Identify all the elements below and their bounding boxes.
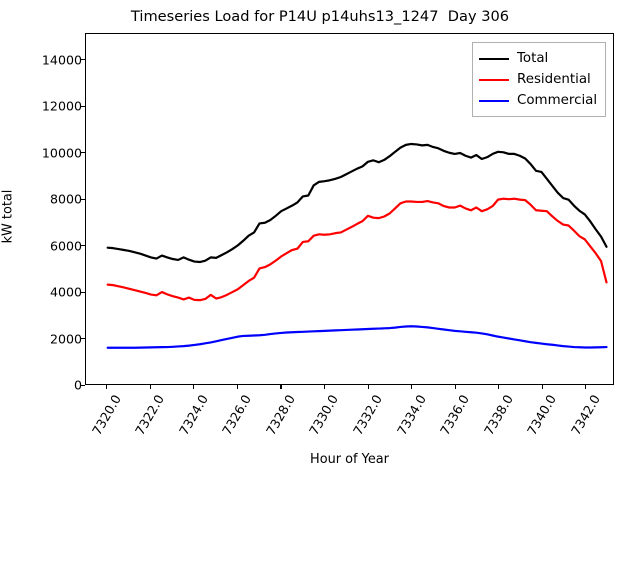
legend-label: Total: [517, 51, 549, 66]
x-axis-label: Hour of Year: [310, 452, 389, 467]
chart-title: Timeseries Load for P14U p14uhs13_1247 D…: [130, 8, 510, 25]
y-tick-label: 6000: [49, 238, 82, 254]
y-tick-label: 4000: [49, 284, 82, 300]
chart-legend: Total Residential Commercial: [472, 42, 607, 117]
x-tick-label: 7328.0: [262, 392, 298, 438]
x-tick-label: 7340.0: [524, 392, 560, 438]
series-line-residential: [108, 199, 607, 300]
x-tick-label: 7324.0: [175, 392, 211, 438]
series-line-commercial: [108, 326, 607, 347]
x-tick-mark: [367, 385, 369, 389]
x-tick-mark: [323, 385, 326, 389]
x-tick-mark: [585, 385, 587, 389]
legend-item-residential: Residential: [479, 69, 597, 90]
x-tick-label: 7326.0: [219, 392, 255, 438]
x-tick-label: 7334.0: [393, 392, 429, 438]
legend-item-commercial: Commercial: [479, 90, 597, 111]
x-tick-label: 7342.0: [567, 392, 603, 438]
y-tick-label: 14000: [41, 52, 82, 68]
legend-swatch-total: [479, 57, 509, 60]
x-tick-label: 7322.0: [132, 392, 168, 438]
x-tick-mark: [149, 385, 151, 389]
x-tick-mark: [106, 385, 108, 389]
y-tick-label: 12000: [41, 98, 82, 114]
y-tick-label: 0: [73, 377, 82, 393]
legend-item-total: Total: [479, 48, 597, 69]
y-tick-label: 2000: [49, 331, 82, 347]
x-tick-label: 7338.0: [480, 392, 516, 438]
x-tick-label: 7336.0: [437, 392, 473, 438]
x-tick-mark: [498, 385, 500, 389]
x-tick-mark: [193, 385, 195, 389]
x-tick-mark: [236, 385, 238, 389]
x-tick-label: 7320.0: [88, 392, 124, 438]
legend-swatch-residential: [479, 78, 509, 81]
x-tick-label: 7332.0: [349, 392, 385, 438]
series-line-total: [108, 144, 607, 262]
legend-label: Residential: [517, 72, 591, 87]
y-axis-label: kW total: [0, 189, 16, 244]
y-tick-label: 8000: [49, 191, 82, 207]
chart-figure: Timeseries Load for P14U p14uhs13_1247 D…: [0, 8, 614, 467]
legend-swatch-commercial: [479, 99, 509, 102]
legend-label: Commercial: [517, 93, 598, 108]
plot-lines: [86, 34, 613, 384]
x-tick-mark: [411, 385, 413, 389]
x-tick-mark: [454, 385, 456, 389]
x-tick-mark: [541, 385, 543, 389]
x-tick-label: 7330.0: [306, 392, 342, 438]
x-tick-mark: [280, 385, 282, 389]
y-tick-label: 10000: [41, 145, 82, 161]
